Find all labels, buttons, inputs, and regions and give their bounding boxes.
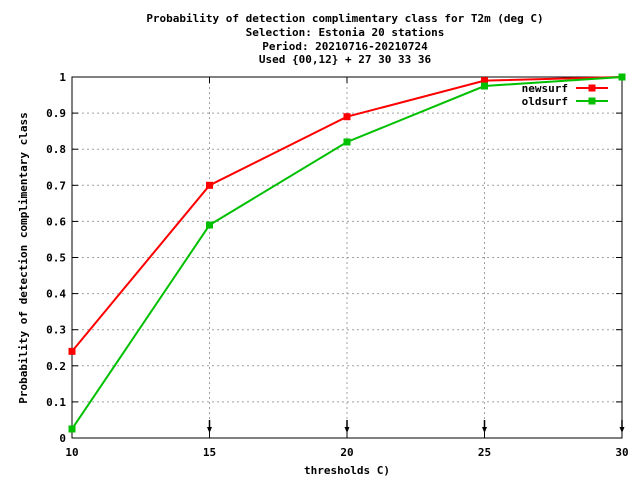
threshold-arrow-marker: [207, 420, 212, 433]
threshold-arrow-marker: [344, 420, 350, 433]
data-point-oldsurf: [343, 138, 351, 146]
legend-entry-newsurf: newsurf: [522, 82, 608, 95]
data-point-newsurf: [68, 347, 76, 355]
legend-swatch-point: [588, 84, 596, 92]
y-tick-label: 0.4: [46, 288, 66, 301]
y-tick-label: 0.8: [46, 143, 66, 156]
legend-swatch-point: [588, 97, 596, 105]
x-tick-label: 20: [340, 446, 353, 459]
y-tick-label: 0.9: [46, 107, 66, 120]
y-tick-label: 1: [59, 71, 66, 84]
series-oldsurf: [68, 73, 626, 433]
data-point-newsurf: [206, 181, 213, 189]
x-tick-label: 15: [203, 446, 216, 459]
title-line-2: Selection: Estonia 20 stations: [246, 26, 445, 39]
y-tick-label: 0.3: [46, 324, 66, 337]
ticks: 0 0.1 0.2 0.3 0.4 0.5 0.6 0.7 0.8 0.9 1 10 15 20 25 30: [46, 71, 629, 459]
plot-frame: [71, 76, 623, 439]
title-line-3: Period: 20210716-20210724: [262, 40, 428, 53]
x-axis-label: thresholds C): [304, 464, 390, 477]
data-point-newsurf: [343, 113, 351, 121]
series: [68, 73, 626, 433]
y-tick-label: 0.5: [46, 252, 66, 265]
x-tick-label: 30: [615, 446, 628, 459]
data-point-oldsurf: [618, 73, 626, 81]
data-point-oldsurf: [481, 82, 488, 90]
y-tick-label: 0.1: [46, 396, 66, 409]
y-tick-label: 0.2: [46, 360, 66, 373]
x-tick-label: 10: [65, 446, 78, 459]
title-line-4: Used {00,12} + 27 30 33 36: [259, 53, 432, 66]
y-tick-label: 0: [59, 432, 66, 445]
data-point-newsurf: [481, 77, 488, 85]
chart-title: Probability of detection complimentary c…: [146, 12, 543, 66]
grid: [72, 77, 622, 438]
y-tick-label: 0.7: [46, 179, 66, 192]
threshold-arrow-marker: [482, 420, 487, 433]
legend-label: newsurf: [522, 82, 568, 95]
legend-label: oldsurf: [522, 95, 568, 108]
data-point-oldsurf: [68, 425, 76, 433]
threshold-arrow-marker: [619, 420, 625, 433]
y-axis-label: Probability of detection complimentary c…: [17, 112, 30, 403]
legend-entry-oldsurf: oldsurf: [522, 95, 608, 108]
x-tick-label: 25: [478, 446, 491, 459]
title-line-1: Probability of detection complimentary c…: [146, 12, 543, 25]
data-point-oldsurf: [206, 221, 213, 229]
threshold-markers: [207, 420, 625, 433]
y-tick-label: 0.6: [46, 215, 66, 228]
